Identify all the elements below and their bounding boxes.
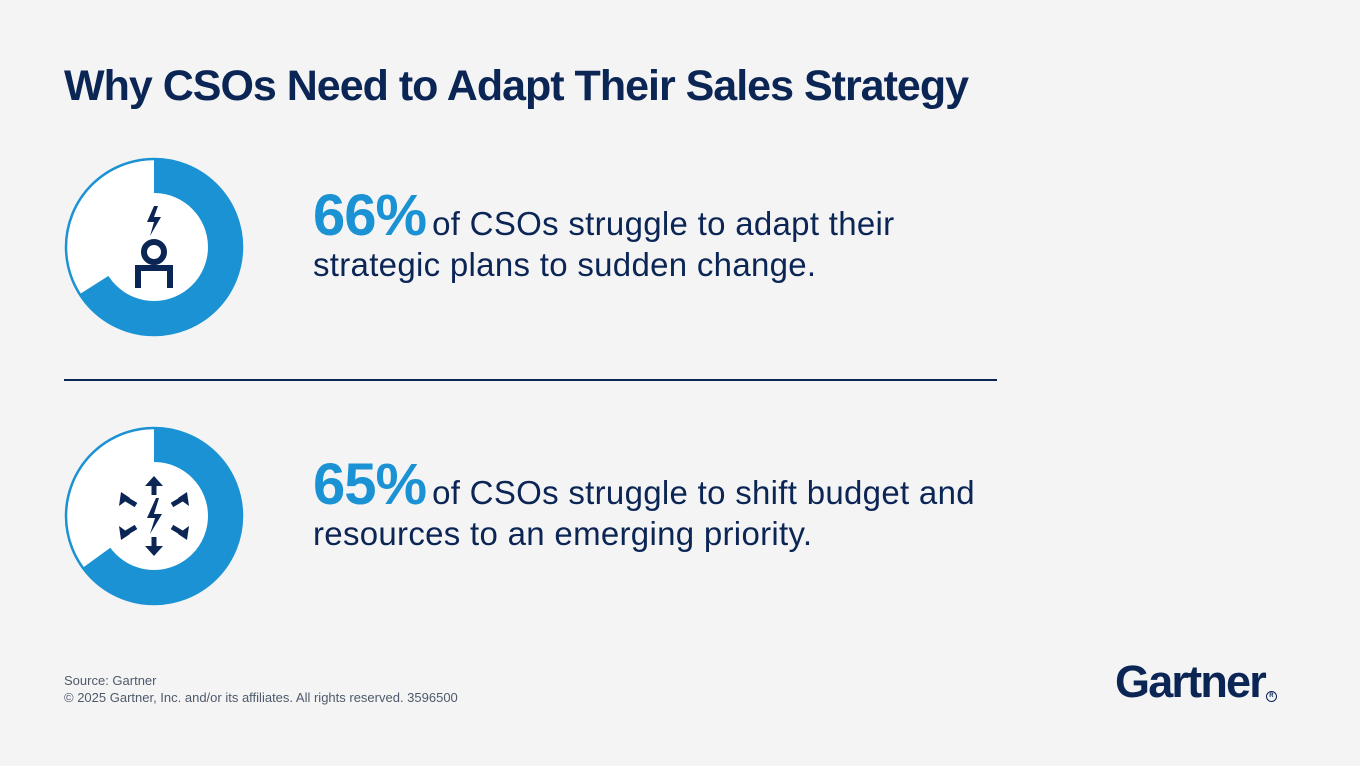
gartner-logo: Gartner R <box>1115 652 1277 712</box>
stat-row-2: 65% of CSOs struggle to shift budget and … <box>64 426 1004 606</box>
donut-chart-1 <box>64 157 244 337</box>
stat-text-1: 66% of CSOs struggle to adapt their strat… <box>313 187 1013 285</box>
footer: Source: Gartner © 2025 Gartner, Inc. and… <box>64 672 458 706</box>
logo-wordmark: Gartner <box>1115 656 1267 707</box>
donut-1-center <box>100 193 208 301</box>
stat-text-2: 65% of CSOs struggle to shift budget and … <box>313 456 1013 554</box>
divider <box>64 379 997 381</box>
source-note: Source: Gartner <box>64 673 157 688</box>
person-lightning-icon <box>135 206 173 288</box>
page-title: Why CSOs Need to Adapt Their Sales Strat… <box>64 62 969 110</box>
stat-row-1: 66% of CSOs struggle to adapt their strat… <box>64 157 1004 337</box>
registered-mark: R <box>1265 691 1277 702</box>
donut-chart-2 <box>64 426 244 606</box>
stat-caption-1: of CSOs struggle to adapt their strategi… <box>313 205 895 283</box>
stat-caption-2: of CSOs struggle to shift budget and res… <box>313 474 975 552</box>
copyright-note: © 2025 Gartner, Inc. and/or its affiliat… <box>64 690 458 705</box>
stat-value-2: 65% <box>313 452 427 517</box>
arrows-lightning-icon <box>119 476 189 556</box>
stat-value-1: 66% <box>313 183 427 248</box>
